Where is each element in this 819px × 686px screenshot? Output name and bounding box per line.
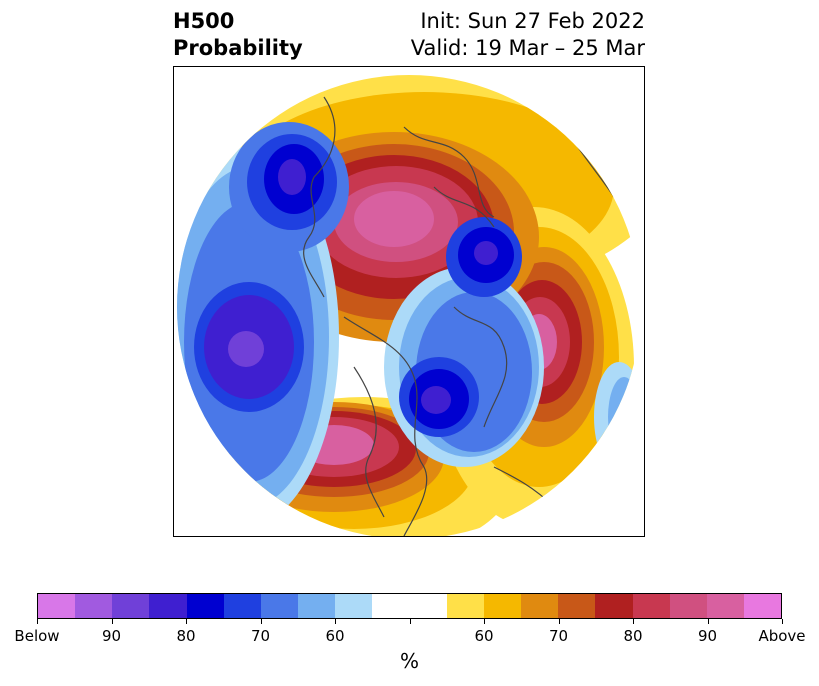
colorbar-tick-label: 70 bbox=[548, 627, 569, 645]
colorbar-segment bbox=[743, 594, 782, 618]
colorbar-tick-label: 80 bbox=[623, 627, 643, 645]
colorbar-tick-label: 60 bbox=[325, 627, 345, 645]
colorbar-tick-label: 90 bbox=[697, 627, 718, 645]
colorbar-segment bbox=[38, 594, 76, 618]
colorbar-tick bbox=[260, 619, 262, 624]
colorbar-segment bbox=[409, 594, 447, 618]
probability-map bbox=[173, 66, 645, 537]
colorbar-tick-label: 70 bbox=[250, 627, 271, 645]
colorbar-tick bbox=[558, 619, 560, 624]
colorbar-segment bbox=[298, 594, 336, 618]
colorbar-tick bbox=[633, 619, 634, 624]
colorbar-segment bbox=[521, 594, 559, 618]
colorbar-ticks bbox=[37, 619, 783, 624]
colorbar-segment bbox=[372, 594, 410, 618]
probability-field bbox=[177, 75, 641, 536]
colorbar-segment bbox=[669, 594, 707, 618]
coastlines bbox=[303, 96, 615, 536]
colorbar-tick bbox=[335, 619, 336, 624]
colorbar-tick bbox=[37, 619, 38, 624]
colorbar-segment bbox=[558, 594, 596, 618]
colorbar-segment bbox=[632, 594, 670, 618]
colorbar-segment bbox=[112, 594, 150, 618]
colorbar-segment bbox=[75, 594, 113, 618]
colorbar-tick-label: 90 bbox=[101, 627, 122, 645]
colorbar-segment bbox=[335, 594, 373, 618]
valid-dates: Valid: 19 Mar – 25 Mar bbox=[410, 36, 645, 60]
colorbar-tick-label: Below bbox=[14, 627, 60, 645]
init-date: Init: Sun 27 Feb 2022 bbox=[420, 9, 645, 33]
colorbar-segment bbox=[186, 594, 224, 618]
hemisphere-map bbox=[177, 75, 641, 536]
colorbar-segment bbox=[223, 594, 261, 618]
map-title: H500 Probability bbox=[173, 8, 303, 62]
colorbar-tick bbox=[707, 619, 709, 624]
colorbar-segment bbox=[483, 594, 522, 618]
colorbar-tick-label: 60 bbox=[474, 627, 494, 645]
colorbar-unit-label: % bbox=[399, 649, 419, 673]
colorbar-tick-label: Above bbox=[758, 627, 806, 645]
colorbar-segment bbox=[706, 594, 744, 618]
title-line-2: Probability bbox=[173, 36, 303, 60]
colorbar-segment bbox=[595, 594, 633, 618]
colorbar-tick bbox=[186, 619, 187, 624]
colorbar-segment bbox=[446, 594, 484, 618]
colorbar-tick bbox=[782, 619, 783, 624]
map-dates: Init: Sun 27 Feb 2022 Valid: 19 Mar – 25… bbox=[411, 8, 645, 62]
colorbar-tick-labels: Below 90 80 70 60 60 70 80 90 Above bbox=[14, 627, 805, 647]
colorbar-segment bbox=[260, 594, 299, 618]
colorbar bbox=[37, 593, 782, 619]
colorbar-tick-label: 80 bbox=[176, 627, 196, 645]
colorbar-tick bbox=[484, 619, 485, 624]
colorbar-tick bbox=[111, 619, 113, 624]
colorbar-tick bbox=[409, 619, 411, 624]
colorbar-segment bbox=[149, 594, 187, 618]
title-line-1: H500 bbox=[173, 9, 235, 33]
